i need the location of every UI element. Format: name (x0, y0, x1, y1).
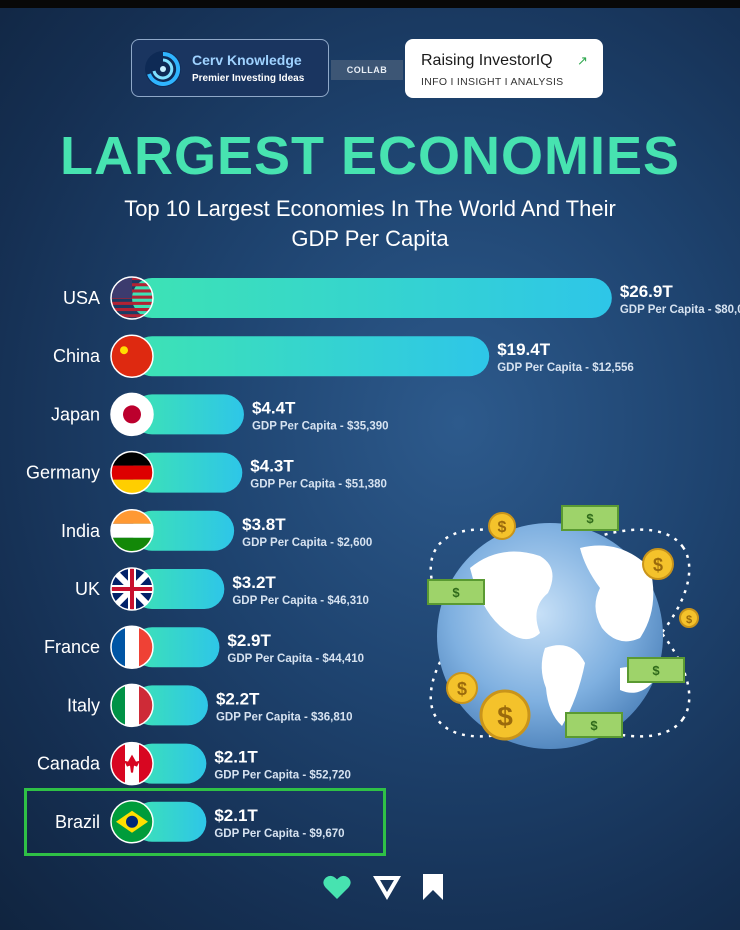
arrow-up-icon: ↗ (577, 53, 588, 68)
cerv-knowledge-logo: Cerv Knowledge Premier Investing Ideas (131, 39, 329, 97)
top-bar (0, 0, 740, 8)
bar-uk (132, 569, 225, 609)
brand-right-name: Raising InvestorIQ (421, 52, 553, 69)
send-icon[interactable] (372, 872, 402, 902)
gdp-per-capita-label-germany: GDP Per Capita - $51,380 (250, 479, 387, 491)
bar-india (132, 510, 235, 551)
country-label-france: France (44, 637, 100, 657)
flag-brazil-icon (110, 800, 154, 844)
value-label-canada: $2.1T (214, 748, 258, 767)
value-label-uk: $3.2T (232, 573, 276, 592)
flag-india-icon (110, 509, 154, 553)
brand-left-name: Cerv Knowledge (192, 52, 302, 68)
value-label-usa: $26.9T (620, 282, 674, 301)
value-label-india: $3.8T (242, 515, 286, 534)
banknote-icon: $ $ $ $ (427, 505, 685, 738)
country-label-india: India (61, 521, 101, 541)
country-label-usa: USA (63, 288, 100, 308)
value-label-germany: $4.3T (250, 457, 294, 476)
value-label-france: $2.9T (227, 631, 271, 650)
raising-investoriq-logo: Raising InvestorIQ ↗ INFO I INSIGHT I AN… (405, 39, 603, 98)
bar-japan (132, 394, 244, 435)
svg-text:$: $ (457, 679, 467, 699)
brand-left-tagline: Premier Investing Ideas (192, 73, 305, 84)
svg-text:$: $ (586, 511, 594, 526)
flag-france-icon (110, 625, 154, 669)
svg-text:$: $ (653, 555, 663, 575)
subtitle-line-2: GDP Per Capita (291, 226, 449, 251)
value-label-japan: $4.4T (252, 398, 296, 417)
flag-uk-icon (110, 567, 154, 611)
dollar-coin-icon: $ $ $ $ $ (446, 512, 699, 741)
gdp-per-capita-label-japan: GDP Per Capita - $35,390 (252, 420, 389, 432)
country-label-germany: Germany (26, 463, 100, 483)
gdp-per-capita-label-uk: GDP Per Capita - $46,310 (232, 595, 369, 607)
bars-layer: USA $26.9T GDP Per Capita - $80,030 China $1… (26, 276, 740, 844)
svg-text:$: $ (590, 718, 598, 733)
action-bar (322, 872, 452, 902)
country-label-japan: Japan (51, 404, 100, 424)
bar-france (132, 627, 220, 668)
bookmark-icon[interactable] (418, 872, 448, 902)
bar-usa (132, 278, 612, 318)
globe-illustration (429, 523, 691, 749)
gdp-per-capita-label-india: GDP Per Capita - $2,600 (242, 537, 372, 549)
flag-germany-icon (110, 450, 154, 495)
flag-usa-icon (110, 276, 154, 320)
value-label-china: $19.4T (497, 340, 551, 359)
country-label-china: China (53, 346, 101, 366)
bar-chart: $ $ $ $ $ $ $ $ $ USA $26.9T GDP Per Capit… (26, 276, 740, 844)
svg-text:$: $ (652, 663, 660, 678)
bar-germany (132, 452, 243, 493)
country-label-canada: Canada (37, 754, 101, 774)
gdp-per-capita-label-canada: GDP Per Capita - $52,720 (214, 770, 351, 782)
country-label-uk: UK (75, 579, 100, 599)
gdp-per-capita-label-france: GDP Per Capita - $44,410 (227, 653, 364, 665)
country-label-italy: Italy (67, 695, 100, 715)
subtitle-line-1: Top 10 Largest Economies In The World An… (124, 196, 616, 221)
brazil-highlight-box (24, 788, 386, 856)
value-label-brazil: $2.1T (214, 806, 258, 825)
svg-text:$: $ (452, 585, 460, 600)
heart-icon[interactable] (322, 872, 352, 902)
svg-text:$: $ (497, 701, 513, 732)
chart-title: LARGEST ECONOMIES (59, 126, 681, 186)
flag-japan-icon (110, 392, 154, 437)
gdp-per-capita-label-china: GDP Per Capita - $12,556 (497, 362, 634, 374)
collab-label: COLLAB (331, 60, 403, 80)
svg-text:$: $ (498, 519, 507, 536)
chart-subtitle: Top 10 Largest Economies In The World An… (70, 194, 670, 254)
bar-china (132, 336, 490, 377)
value-label-italy: $2.2T (216, 689, 260, 708)
brand-right-tagline: INFO I INSIGHT I ANALYSIS (421, 76, 564, 88)
flag-canada-icon (110, 741, 154, 786)
flag-italy-icon (110, 683, 154, 728)
gdp-per-capita-label-usa: GDP Per Capita - $80,030 (620, 304, 740, 316)
gdp-per-capita-label-brazil: GDP Per Capita - $9,670 (214, 828, 344, 840)
swirl-logo-icon (145, 51, 181, 87)
infographic: Cerv Knowledge Premier Investing Ideas C… (0, 8, 740, 930)
gdp-per-capita-label-italy: GDP Per Capita - $36,810 (216, 711, 353, 723)
svg-text:$: $ (686, 614, 692, 626)
country-label-brazil: Brazil (55, 812, 100, 832)
flag-china-icon (110, 334, 154, 378)
